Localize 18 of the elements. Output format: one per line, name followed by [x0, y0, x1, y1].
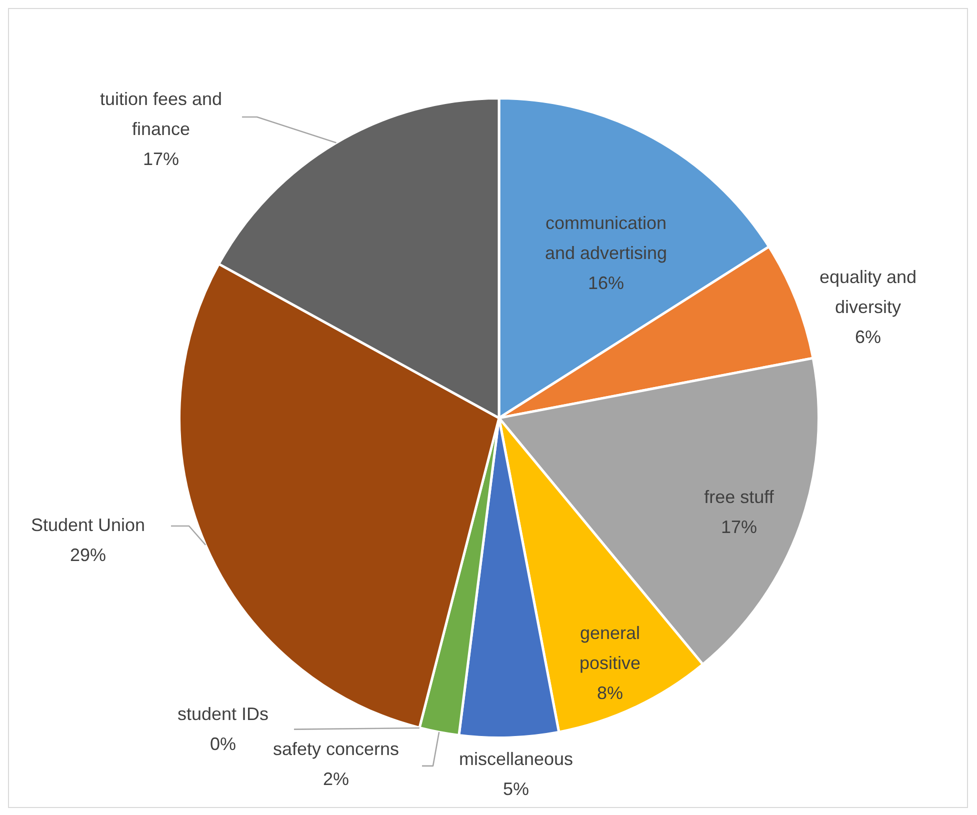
slice-label: general positive	[579, 622, 641, 673]
slice-label: Student Union	[30, 514, 146, 535]
slice-label: miscellaneous	[458, 748, 574, 769]
data-label: 2%	[322, 768, 350, 789]
slice-label: equality and diversity	[819, 266, 917, 317]
slice-label: tuition fees and finance	[100, 88, 222, 139]
data-label: 8%	[596, 682, 624, 703]
data-label: 5%	[502, 778, 530, 799]
category-label: student IDs	[177, 704, 269, 724]
data-label: 17%	[142, 148, 180, 169]
data-label: 16%	[588, 272, 624, 293]
slice-label: free stuff	[704, 486, 775, 507]
text: 0%	[210, 734, 236, 754]
slice-label: communication and advertising	[544, 212, 668, 263]
data-label: 17%	[720, 516, 758, 537]
slice-label: safety concerns	[272, 738, 400, 759]
data-label: 6%	[854, 326, 882, 347]
data-label: 29%	[70, 544, 106, 565]
